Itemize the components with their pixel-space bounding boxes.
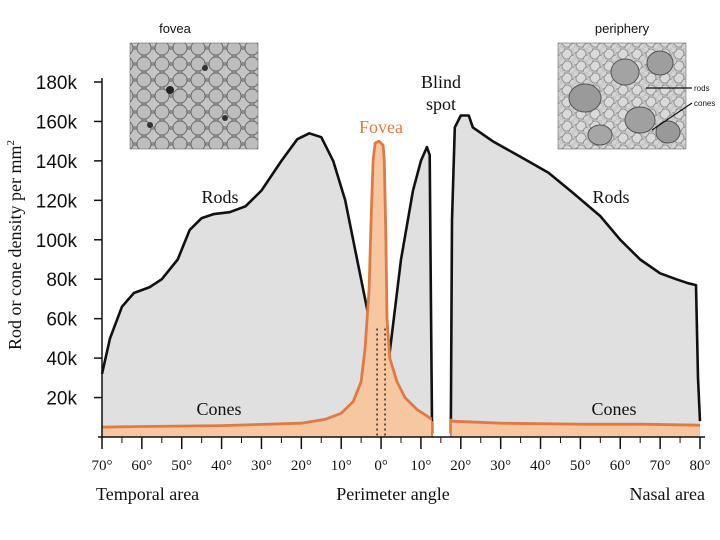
y-tick-label: 40k (46, 349, 77, 370)
y-tick-label: 100k (36, 231, 78, 252)
inset-periphery-cone-cell (587, 124, 613, 146)
y-axis-title-superscript: 2 (5, 140, 17, 146)
x-axis-right-label: Nasal area (630, 484, 705, 504)
y-tick-label: 20k (46, 389, 77, 410)
inset-periphery-title: periphery (595, 21, 650, 36)
x-tick-label: 0° (374, 458, 388, 474)
cones-label-right: Cones (592, 399, 637, 419)
rods-area-segment (102, 133, 433, 438)
x-tick-label: 60° (131, 458, 152, 474)
y-tick-label: 60k (46, 310, 77, 331)
inset-fovea-dark-cell (222, 115, 228, 121)
inset-periphery-cone-cell (646, 50, 674, 76)
x-tick-label: 70° (650, 458, 671, 474)
x-tick-label: 60° (610, 458, 631, 474)
inset-periphery-cone-cell (568, 83, 602, 113)
rods-line-segment (100, 132, 434, 439)
cones-label-left: Cones (197, 399, 242, 419)
y-ticks: 20k 40k 60k 80k 100k 120k 140k 160k 180k (36, 73, 102, 410)
inset-periphery-cone-cell (610, 58, 640, 86)
cones-line-segment (449, 418, 701, 427)
rods-line-segment (449, 114, 702, 434)
x-tick-label: 10° (410, 458, 431, 474)
inset-fovea-dark-cell (147, 122, 153, 128)
x-tick-label: 40° (530, 458, 551, 474)
fovea-guides (376, 328, 386, 437)
inset-fovea-dark-cell (166, 86, 174, 94)
plot-areas (100, 114, 702, 439)
x-tick-label: 80° (690, 458, 711, 474)
inset-fovea-title: fovea (159, 21, 192, 36)
x-ticks: 70° 60° 50° 40° 30° 20° 10° 0° 10° 20° 30° 40° 50° 60… (92, 437, 711, 474)
inset-periphery-cone-cell (624, 106, 656, 134)
inset-fovea-dark-cell (202, 65, 208, 71)
y-axis-title-main: Rod or cone density per mm (5, 146, 25, 350)
x-axis-title: Perimeter angle (336, 484, 449, 504)
rods-label-right: Rods (592, 187, 629, 207)
inset-fovea-image (129, 42, 259, 150)
inset-fovea: fovea (129, 21, 259, 150)
x-tick-label: 20° (450, 458, 471, 474)
blind-spot-label-line2: spot (426, 94, 456, 114)
fovea-label: Fovea (359, 117, 403, 137)
y-tick-label: 140k (36, 152, 78, 173)
cones-area-segment (102, 141, 432, 437)
x-tick-label: 70° (92, 458, 113, 474)
x-tick-label: 50° (570, 458, 591, 474)
inset-periphery-cone-cell (655, 120, 681, 144)
y-tick-label: 180k (36, 73, 78, 94)
rods-area-segment (450, 115, 700, 437)
x-tick-label: 40° (211, 458, 232, 474)
x-tick-label: 20° (291, 458, 312, 474)
y-tick-label: 80k (46, 270, 77, 291)
y-axis-title: Rod or cone density per mm2 (5, 140, 25, 350)
y-tick-label: 160k (36, 112, 78, 133)
y-tick-label: 120k (36, 191, 78, 212)
inset-periphery: periphery rods cones (557, 21, 715, 150)
blind-spot-label-line1: Blind (421, 72, 461, 92)
x-tick-label: 50° (171, 458, 192, 474)
x-tick-label: 30° (490, 458, 511, 474)
x-tick-label: 30° (251, 458, 272, 474)
inset-rods-label: rods (694, 84, 710, 93)
inset-cones-pointer (651, 102, 693, 131)
cones-line-segment (101, 139, 433, 429)
inset-cones-label: cones (694, 99, 715, 108)
x-tick-label: 10° (331, 458, 352, 474)
x-axis-left-label: Temporal area (96, 484, 199, 504)
rods-label-left: Rods (201, 187, 238, 207)
